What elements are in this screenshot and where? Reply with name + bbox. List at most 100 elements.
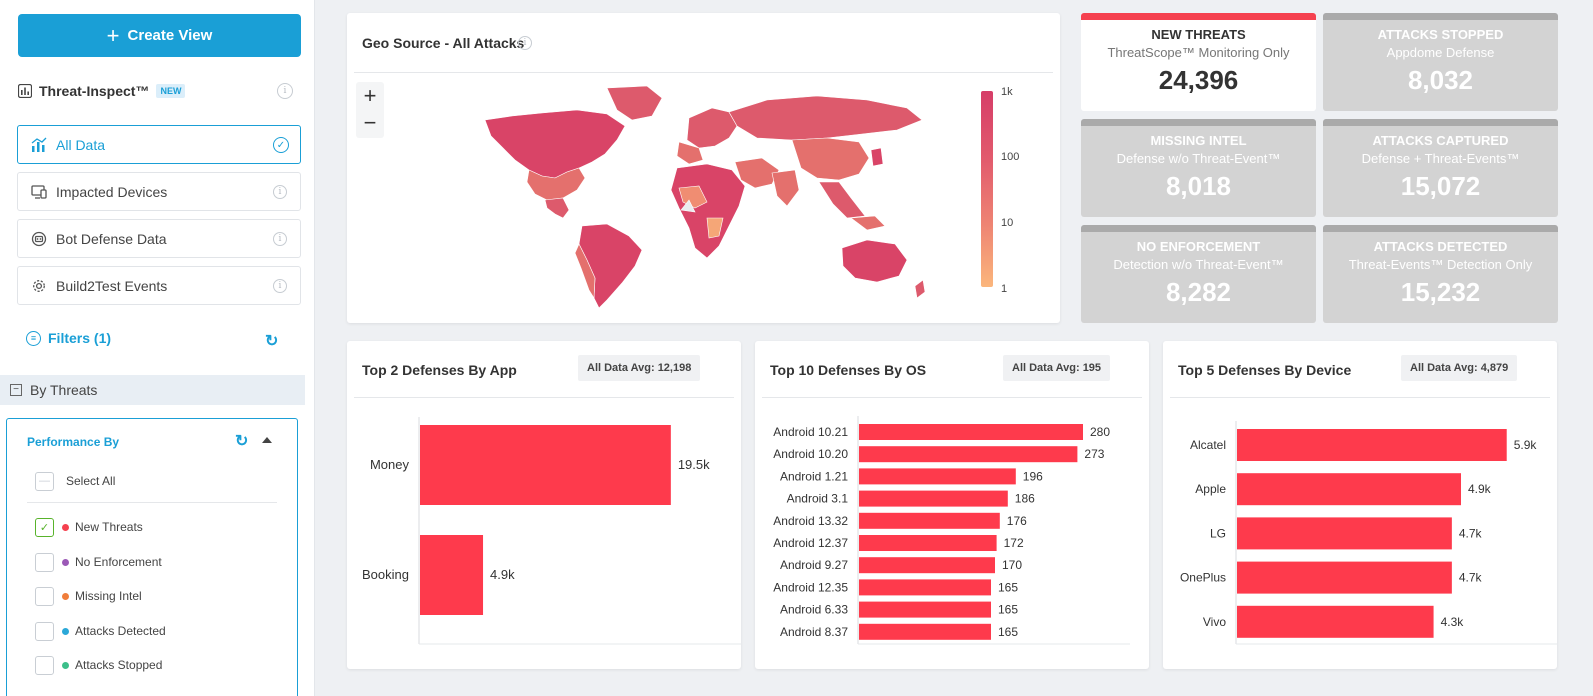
performance-by-title: Performance By <box>27 435 120 449</box>
bar[interactable] <box>859 446 1078 463</box>
legend-label: 10 <box>1001 217 1014 229</box>
threat-inspect-title: Threat-Inspect™ <box>39 83 150 99</box>
by-threats-section[interactable]: − By Threats <box>0 375 305 405</box>
checkbox-new-threats[interactable]: ✓ New Threats <box>35 517 143 537</box>
checkbox-missing-intel[interactable]: Missing Intel <box>35 586 142 606</box>
tile-value: 15,072 <box>1400 171 1481 201</box>
tile-title: ATTACKS CAPTURED <box>1372 133 1509 148</box>
nav-item-label: Build2Test Events <box>56 277 168 294</box>
select-all-checkbox[interactable]: — Select All <box>35 471 115 491</box>
nav-item-build2test-events[interactable]: Build2Test Events i <box>17 266 301 305</box>
bar-chart-device: Alcatel 5.9k Apple 4.9k LG 4.7k OnePlus 4.7k Viv… <box>1180 421 1557 645</box>
refresh-filters-icon[interactable]: ↻ <box>265 333 279 350</box>
checkbox[interactable] <box>35 552 54 572</box>
select-all-label: Select All <box>66 474 116 488</box>
value-label: 4.9k <box>1468 482 1492 496</box>
bar[interactable] <box>859 424 1083 440</box>
sidebar: + Create View Threat-Inspect™ NEW i All … <box>0 0 315 696</box>
bar[interactable] <box>859 512 1000 529</box>
category-label: Alcatel <box>1190 438 1226 452</box>
checkbox-no-enforcement[interactable]: No Enforcement <box>35 552 162 572</box>
nav-item-impacted-devices[interactable]: Impacted Devices i <box>17 172 301 211</box>
stat-tile-no-enforcement[interactable]: NO ENFORCEMENT Detection w/o Threat-Even… <box>1081 225 1316 323</box>
info-icon[interactable]: i <box>273 232 287 246</box>
bar[interactable] <box>859 579 991 596</box>
bar-chart-app: Money 19.5k Booking 4.9k <box>362 417 741 645</box>
world-map[interactable] <box>467 78 937 313</box>
bar[interactable] <box>1237 517 1452 550</box>
tile-subtitle: Defense w/o Threat-Event™ <box>1116 151 1281 166</box>
stat-tile-attacks-stopped[interactable]: ATTACKS STOPPED Appdome Defense 8,032 <box>1323 13 1558 111</box>
checkbox[interactable] <box>35 655 54 675</box>
zoom-in-button[interactable]: + <box>363 83 377 108</box>
info-icon[interactable]: i <box>273 185 287 199</box>
category-label: OnePlus <box>1180 571 1226 585</box>
category-label: LG <box>1210 526 1226 540</box>
nav-item-label: Impacted Devices <box>56 183 168 200</box>
legend-label: 1k <box>1001 86 1013 98</box>
stat-tile-attacks-detected[interactable]: ATTACKS DETECTED Threat-Events™ Detectio… <box>1323 225 1558 323</box>
performance-by-panel: Performance By ↻ — Select All ✓ New Thre… <box>6 418 298 696</box>
tile-title: ATTACKS DETECTED <box>1373 239 1508 254</box>
nav-item-bot-defense-data[interactable]: Bot Defense Data i <box>17 219 301 258</box>
value-label: 186 <box>1015 492 1035 506</box>
stat-tile-missing-intel[interactable]: MISSING INTEL Defense w/o Threat-Event™ … <box>1081 119 1316 217</box>
info-icon[interactable]: i <box>273 279 287 293</box>
refresh-icon[interactable]: ↻ <box>235 433 249 450</box>
nav-item-label: All Data <box>56 136 106 153</box>
bar-chart-os: Android 10.21 280 Android 10.20 273 Android … <box>773 416 1130 645</box>
tile-title: NEW THREATS <box>1151 27 1246 42</box>
filter-icon: ≡ <box>26 330 41 346</box>
category-label: Android 12.35 <box>773 580 848 594</box>
bar[interactable] <box>420 425 671 505</box>
stat-tile-new-threats[interactable]: NEW THREATS ThreatScope™ Monitoring Only… <box>1081 13 1316 111</box>
info-icon[interactable]: i <box>518 36 532 50</box>
chart-card-os: Top 10 Defenses By OS All Data Avg: 195 … <box>755 341 1149 669</box>
create-view-button[interactable]: + Create View <box>18 14 301 57</box>
bar[interactable] <box>1237 605 1434 638</box>
value-label: 165 <box>998 580 1018 594</box>
color-dot <box>62 592 69 600</box>
checkbox[interactable]: ✓ <box>35 517 54 537</box>
info-icon[interactable]: i <box>277 83 293 99</box>
tile-value: 24,396 <box>1158 65 1239 95</box>
chart-card-device: Top 5 Defenses By Device All Data Avg: 4… <box>1163 341 1557 669</box>
avg-badge: All Data Avg: 4,879 <box>1401 355 1518 381</box>
checkbox-label: Attacks Detected <box>75 624 166 638</box>
create-view-label: Create View <box>127 27 213 44</box>
bar-chart-icon <box>18 84 32 98</box>
category-label: Android 10.20 <box>773 447 848 461</box>
value-label: 170 <box>1002 558 1022 572</box>
bar[interactable] <box>1237 561 1452 594</box>
tile-title: MISSING INTEL <box>1150 133 1247 148</box>
bar[interactable] <box>1237 473 1461 506</box>
filters-toggle[interactable]: ≡ Filters (1) <box>26 330 111 346</box>
checkbox[interactable]: — <box>35 471 54 491</box>
checkbox-attacks-stopped[interactable]: Attacks Stopped <box>35 655 162 675</box>
bar[interactable] <box>859 468 1016 485</box>
tile-title: NO ENFORCEMENT <box>1136 239 1261 254</box>
category-label: Android 1.21 <box>780 469 848 483</box>
stat-tile-attacks-captured[interactable]: ATTACKS CAPTURED Defense + Threat-Events… <box>1323 119 1558 217</box>
caret-up-icon[interactable] <box>262 437 272 443</box>
bar[interactable] <box>1237 429 1507 461</box>
threat-inspect-header: Threat-Inspect™ NEW i <box>18 78 301 104</box>
tile-subtitle: Detection w/o Threat-Event™ <box>1113 257 1284 272</box>
checkbox[interactable] <box>35 621 54 641</box>
bar[interactable] <box>859 623 991 640</box>
value-label: 176 <box>1007 514 1027 528</box>
avg-badge: All Data Avg: 195 <box>1003 355 1111 381</box>
chart-card-app: Top 2 Defenses By App All Data Avg: 12,1… <box>347 341 741 669</box>
nav-item-all-data[interactable]: All Data ✓ <box>17 125 301 164</box>
zoom-out-button[interactable]: − <box>363 110 377 135</box>
checkbox[interactable] <box>35 586 54 606</box>
bar[interactable] <box>859 535 997 551</box>
checkbox-attacks-detected[interactable]: Attacks Detected <box>35 621 166 641</box>
bar[interactable] <box>859 601 991 618</box>
bar[interactable] <box>420 535 484 615</box>
value-label: 4.7k <box>1459 526 1483 540</box>
bar[interactable] <box>859 557 995 574</box>
bar[interactable] <box>859 490 1008 507</box>
chart-icon <box>30 136 47 153</box>
value-label: 172 <box>1004 536 1024 550</box>
